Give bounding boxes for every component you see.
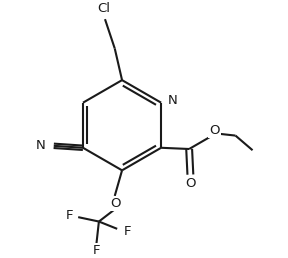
Text: O: O xyxy=(185,177,196,190)
Text: Cl: Cl xyxy=(97,2,110,15)
Text: O: O xyxy=(209,124,220,137)
Text: F: F xyxy=(123,225,131,238)
Text: O: O xyxy=(111,197,121,210)
Text: F: F xyxy=(93,244,100,257)
Text: N: N xyxy=(36,139,46,152)
Text: N: N xyxy=(168,94,178,107)
Text: F: F xyxy=(65,209,73,222)
